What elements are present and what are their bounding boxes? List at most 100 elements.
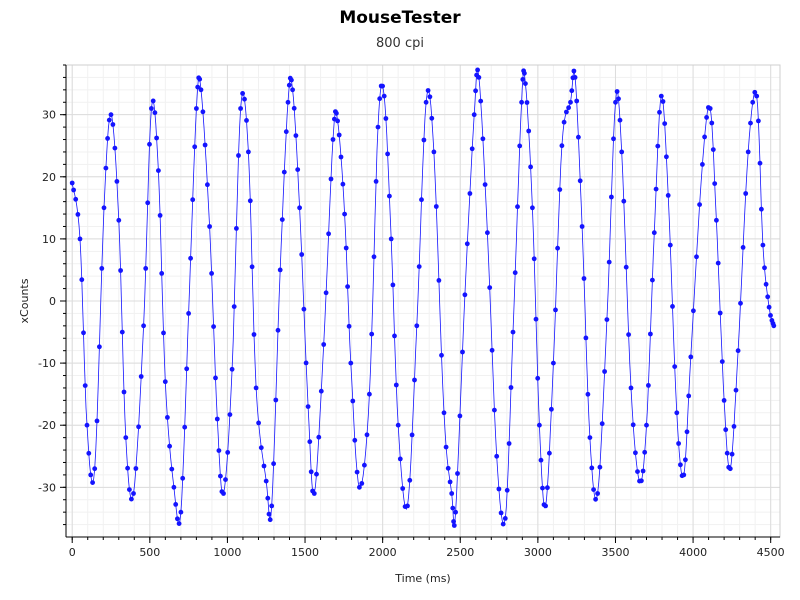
data-point [662, 121, 668, 126]
data-point [73, 196, 79, 202]
data-point [433, 204, 439, 209]
data-point [733, 387, 739, 393]
data-point [519, 99, 524, 105]
data-point [277, 267, 283, 273]
data-point [531, 256, 537, 262]
data-point [691, 308, 696, 314]
data-point [367, 391, 372, 397]
data-point [765, 294, 771, 300]
data-point [303, 360, 309, 366]
data-point [211, 324, 217, 329]
data-point [197, 76, 203, 82]
data-point [530, 205, 535, 211]
x-tick-label: 1500 [291, 546, 319, 559]
data-point [154, 135, 160, 141]
data-point [338, 154, 344, 160]
data-point [606, 259, 612, 265]
data-point [478, 98, 484, 104]
data-point [405, 503, 410, 509]
data-point [538, 457, 544, 463]
data-point [523, 81, 528, 86]
data-point [381, 93, 387, 99]
data-point [710, 147, 716, 153]
data-point [285, 99, 291, 105]
data-point [768, 313, 773, 318]
data-point [494, 453, 500, 459]
data-point [702, 134, 707, 140]
data-point [176, 521, 182, 526]
y-tick-label: -10 [38, 357, 56, 370]
data-point [244, 118, 249, 123]
data-point [564, 109, 569, 115]
data-point [335, 118, 340, 124]
data-point [597, 464, 603, 470]
data-point [173, 502, 179, 507]
data-point [188, 255, 194, 261]
data-point [371, 254, 377, 260]
data-point [681, 472, 687, 478]
data-point [299, 252, 305, 257]
data-point [674, 410, 680, 416]
data-point [269, 503, 275, 509]
data-point [451, 519, 456, 524]
data-point [533, 316, 539, 322]
data-point [535, 375, 541, 381]
data-point [161, 330, 166, 336]
data-point [242, 96, 247, 102]
data-point [369, 331, 375, 337]
data-point [126, 487, 132, 492]
x-axis-title: Time (ms) [394, 572, 450, 585]
data-point [512, 270, 518, 276]
data-point [157, 213, 163, 218]
data-point [471, 112, 477, 118]
data-point [265, 495, 271, 501]
data-point [574, 98, 580, 104]
data-point [707, 106, 713, 111]
data-point [664, 154, 669, 160]
grid-major [66, 65, 780, 537]
data-point [581, 276, 587, 281]
data-point [362, 462, 367, 468]
data-point [678, 462, 683, 468]
data-point [569, 88, 575, 94]
data-point [112, 145, 118, 151]
data-point [223, 477, 228, 482]
data-point [101, 205, 107, 211]
data-point [253, 385, 259, 391]
data-point [395, 422, 401, 428]
data-point [510, 329, 516, 335]
data-point [660, 99, 666, 104]
data-point [390, 282, 396, 288]
data-point [295, 167, 301, 173]
data-point [147, 141, 152, 147]
y-tick-label: -20 [38, 419, 56, 432]
data-point [585, 391, 591, 397]
data-point [221, 491, 226, 496]
data-point [754, 93, 760, 99]
data-point [517, 143, 523, 149]
data-point [439, 352, 444, 358]
data-point [207, 224, 213, 229]
data-point [545, 485, 550, 491]
data-point [256, 420, 261, 426]
data-point [251, 332, 257, 337]
data-point [480, 136, 486, 142]
data-point [453, 509, 458, 515]
data-point [316, 434, 322, 440]
data-point [635, 469, 640, 474]
data-point [388, 236, 394, 242]
data-point [213, 375, 218, 381]
data-point [473, 88, 478, 94]
data-point [143, 266, 149, 271]
series-points [69, 67, 777, 528]
data-point [198, 87, 204, 93]
data-point [700, 162, 705, 167]
data-point [293, 133, 299, 139]
data-point [348, 360, 354, 366]
data-point [762, 265, 767, 271]
data-point [234, 226, 239, 231]
data-point [308, 469, 314, 475]
data-point [502, 516, 508, 521]
data-point [340, 181, 346, 187]
data-point [752, 89, 758, 95]
